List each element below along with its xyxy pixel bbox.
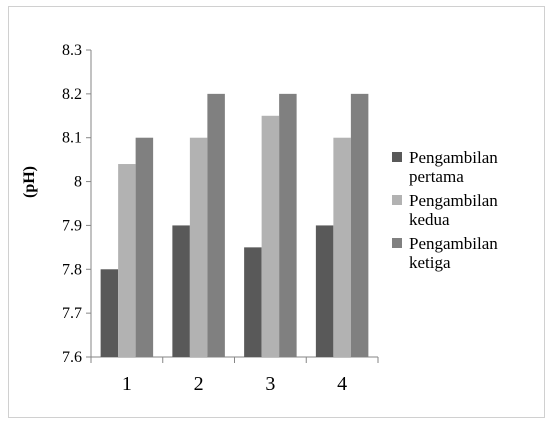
x-tick-label: 2 [194,373,204,395]
y-axis: 7.6 7.7 7.8 7.9 8 8.1 8.2 8.3 [62,42,92,366]
bar [207,93,225,357]
y-tick-label: 7.7 [62,305,82,322]
y-tick-label: 8.1 [62,130,82,147]
y-tick-label: 7.9 [62,217,82,234]
legend-label: kedua [409,210,450,229]
x-tick-label: 4 [337,373,347,395]
bar [279,93,297,357]
bar [244,247,262,357]
y-axis-label: (pH) [21,166,38,198]
y-tick-label: 7.8 [62,261,82,278]
legend-swatch [392,195,402,205]
bar [172,225,190,357]
legend: PengambilanpertamaPengambilankeduaPengam… [392,148,498,272]
legend-swatch [392,152,402,162]
y-tick-label: 8.3 [62,42,82,59]
legend-label: ketiga [409,253,451,272]
x-axis: 1 2 3 4 [90,356,379,395]
legend-swatch [392,238,402,248]
legend-label: Pengambilan [409,234,498,253]
y-tick-label: 7.6 [62,349,82,366]
x-tick-label: 1 [122,373,132,395]
legend-label: Pengambilan [409,148,498,167]
bar [261,115,280,358]
x-tick-label: 3 [265,373,275,395]
bar [118,164,136,357]
bars [100,93,369,358]
bar [189,137,208,357]
legend-label: Pengambilan [409,191,498,210]
bar [315,225,334,357]
bar [333,137,351,357]
y-tick-label: 8 [74,174,82,191]
bar [135,137,154,357]
bar [350,93,369,357]
bar [100,269,119,357]
legend-label: pertama [409,167,464,186]
y-tick-label: 8.2 [62,86,82,103]
